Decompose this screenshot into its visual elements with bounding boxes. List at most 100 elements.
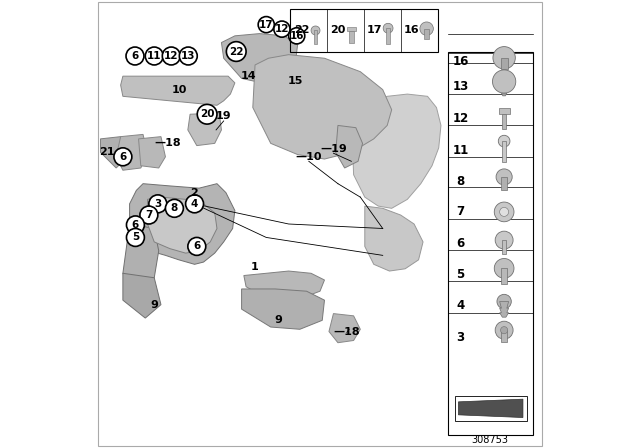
- Circle shape: [114, 148, 132, 166]
- Text: 6: 6: [131, 51, 139, 61]
- Polygon shape: [138, 137, 165, 168]
- Circle shape: [420, 22, 433, 35]
- Text: 9: 9: [150, 300, 158, 310]
- FancyBboxPatch shape: [502, 141, 506, 162]
- Text: 6: 6: [132, 220, 139, 230]
- FancyBboxPatch shape: [499, 108, 509, 114]
- Text: 20: 20: [330, 26, 346, 35]
- Text: 5: 5: [456, 268, 465, 281]
- Text: 12: 12: [452, 112, 468, 125]
- Text: 22: 22: [229, 47, 243, 56]
- Text: 6: 6: [193, 241, 200, 251]
- Circle shape: [127, 228, 145, 246]
- Polygon shape: [351, 94, 441, 208]
- Polygon shape: [120, 76, 235, 105]
- FancyBboxPatch shape: [502, 268, 507, 284]
- Polygon shape: [123, 273, 161, 318]
- FancyBboxPatch shape: [314, 30, 317, 44]
- Text: 12: 12: [275, 24, 289, 34]
- Polygon shape: [244, 271, 324, 300]
- FancyBboxPatch shape: [501, 330, 508, 342]
- Polygon shape: [147, 197, 217, 253]
- Text: 9: 9: [275, 315, 283, 325]
- Circle shape: [145, 47, 163, 65]
- Circle shape: [258, 17, 275, 33]
- Circle shape: [149, 195, 167, 213]
- Polygon shape: [502, 93, 507, 96]
- Circle shape: [499, 135, 510, 147]
- Polygon shape: [221, 34, 298, 83]
- Text: 11: 11: [147, 51, 161, 61]
- Text: 16: 16: [452, 55, 469, 68]
- Circle shape: [500, 327, 508, 334]
- Text: 4: 4: [191, 199, 198, 209]
- Text: 6: 6: [119, 152, 127, 162]
- Text: 14: 14: [241, 71, 256, 81]
- Circle shape: [494, 202, 514, 222]
- Text: 22: 22: [294, 26, 310, 35]
- Polygon shape: [458, 399, 523, 418]
- FancyBboxPatch shape: [349, 31, 354, 43]
- Text: 21: 21: [99, 147, 115, 157]
- Text: 16: 16: [289, 31, 304, 41]
- Circle shape: [188, 237, 205, 255]
- Polygon shape: [188, 113, 221, 146]
- Polygon shape: [129, 184, 235, 264]
- Circle shape: [494, 258, 514, 278]
- Polygon shape: [116, 134, 147, 170]
- Text: 5: 5: [132, 233, 139, 242]
- Text: 308753: 308753: [472, 435, 509, 445]
- Circle shape: [140, 206, 158, 224]
- Circle shape: [197, 104, 217, 124]
- Polygon shape: [329, 314, 360, 343]
- Text: 12: 12: [164, 51, 179, 61]
- Text: 8: 8: [171, 203, 178, 213]
- Text: 15: 15: [287, 76, 303, 86]
- Polygon shape: [123, 224, 159, 291]
- Circle shape: [493, 47, 515, 69]
- Text: 3: 3: [456, 331, 465, 344]
- Polygon shape: [500, 302, 509, 317]
- FancyBboxPatch shape: [347, 27, 356, 31]
- Text: 20: 20: [200, 109, 214, 119]
- Circle shape: [127, 216, 145, 234]
- Text: 13: 13: [452, 80, 468, 94]
- Circle shape: [289, 28, 305, 44]
- Polygon shape: [241, 289, 324, 329]
- Circle shape: [311, 26, 320, 35]
- Text: 2: 2: [190, 188, 198, 198]
- Text: —18: —18: [154, 138, 181, 148]
- Text: —10: —10: [296, 152, 322, 162]
- Text: —19: —19: [320, 144, 347, 154]
- Text: 17: 17: [367, 26, 383, 35]
- Circle shape: [496, 169, 512, 185]
- FancyBboxPatch shape: [502, 240, 506, 254]
- Text: 13: 13: [181, 51, 196, 61]
- Text: 11: 11: [452, 143, 468, 157]
- Circle shape: [126, 47, 144, 65]
- Text: 16: 16: [403, 26, 419, 35]
- Circle shape: [493, 70, 516, 93]
- Circle shape: [497, 294, 511, 309]
- FancyBboxPatch shape: [502, 177, 507, 190]
- Circle shape: [383, 23, 393, 33]
- Text: 7: 7: [145, 210, 152, 220]
- FancyBboxPatch shape: [502, 114, 506, 129]
- Text: 6: 6: [456, 237, 465, 250]
- Polygon shape: [335, 125, 362, 168]
- Text: 17: 17: [259, 20, 273, 30]
- Circle shape: [495, 231, 513, 249]
- Circle shape: [165, 199, 183, 217]
- FancyBboxPatch shape: [500, 58, 508, 69]
- Text: 19: 19: [216, 112, 232, 121]
- Polygon shape: [100, 137, 123, 168]
- Text: 10: 10: [171, 85, 187, 95]
- Circle shape: [186, 195, 204, 213]
- Polygon shape: [365, 206, 423, 271]
- Polygon shape: [253, 55, 392, 159]
- Text: —18: —18: [333, 327, 360, 337]
- Circle shape: [163, 47, 180, 65]
- Circle shape: [500, 207, 509, 216]
- FancyBboxPatch shape: [387, 28, 390, 44]
- Text: 8: 8: [456, 175, 465, 188]
